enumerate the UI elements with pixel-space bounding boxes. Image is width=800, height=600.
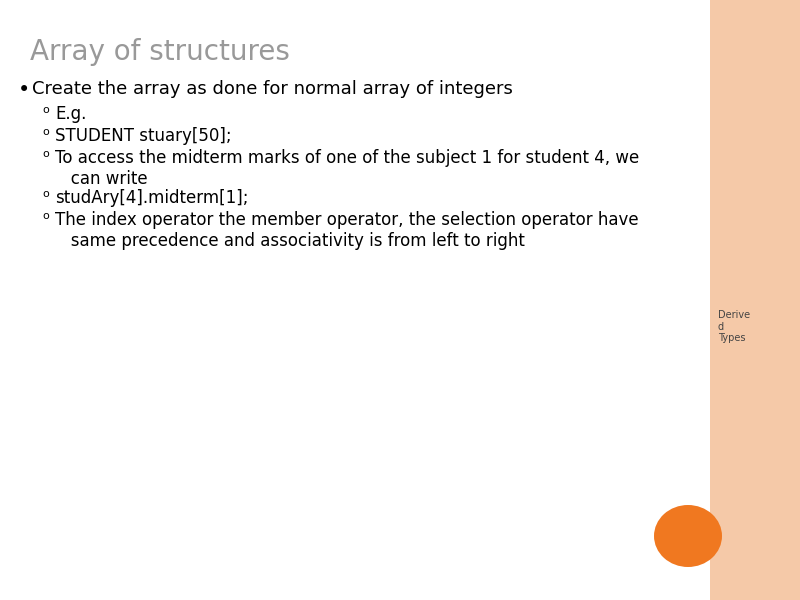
Text: Array of structures: Array of structures <box>30 38 290 66</box>
Text: o: o <box>42 127 49 137</box>
Text: The index operator the member operator, the selection operator have
   same prec: The index operator the member operator, … <box>55 211 638 250</box>
Text: o: o <box>42 149 49 159</box>
Text: To access the midterm marks of one of the subject 1 for student 4, we
   can wri: To access the midterm marks of one of th… <box>55 149 639 188</box>
Text: Derive
d
Types: Derive d Types <box>718 310 750 343</box>
Text: o: o <box>42 105 49 115</box>
Text: •: • <box>18 80 30 100</box>
Text: STUDENT stuary[50];: STUDENT stuary[50]; <box>55 127 232 145</box>
Text: o: o <box>42 189 49 199</box>
Text: E.g.: E.g. <box>55 105 86 123</box>
Bar <box>710 0 800 600</box>
Ellipse shape <box>654 505 722 567</box>
Text: studAry[4].midterm[1];: studAry[4].midterm[1]; <box>55 189 249 207</box>
Text: Create the array as done for normal array of integers: Create the array as done for normal arra… <box>32 80 513 98</box>
Text: o: o <box>42 211 49 221</box>
